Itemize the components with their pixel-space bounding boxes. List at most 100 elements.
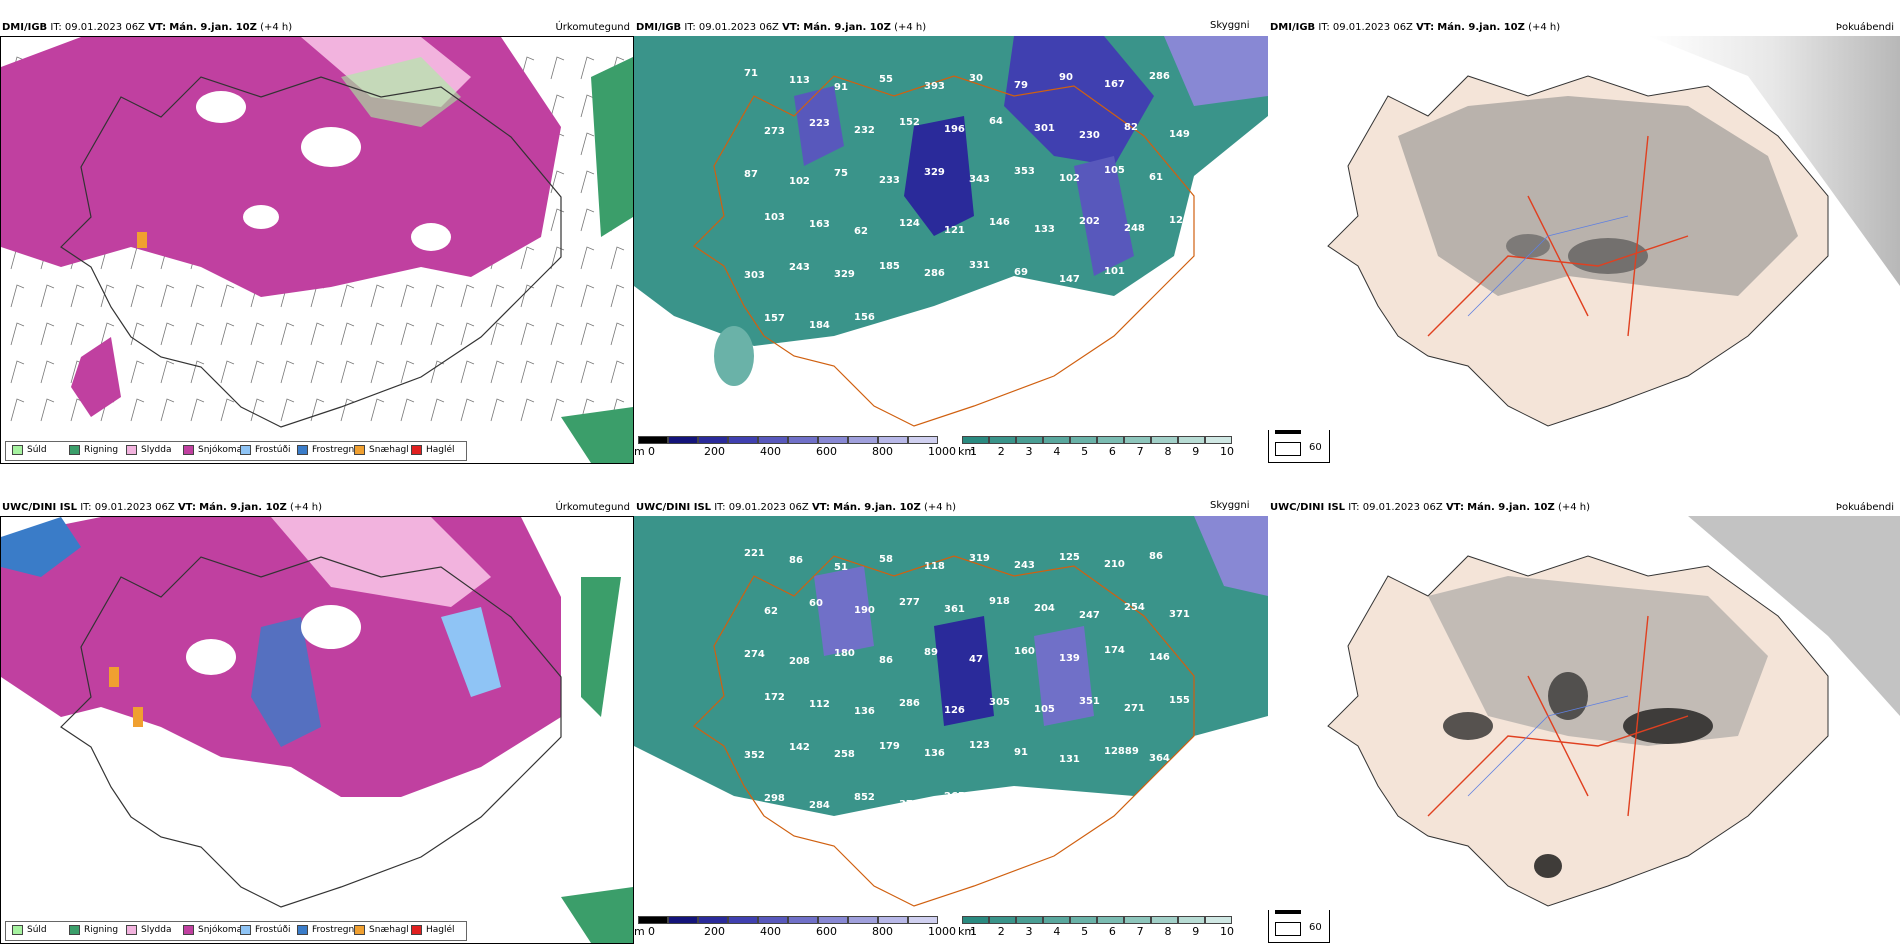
legend-label: Súld (27, 925, 47, 935)
visibility-value-label: 286 (1149, 71, 1170, 82)
colorbar (638, 916, 938, 924)
visibility-value-label: 247 (1079, 610, 1100, 621)
visibility-value-label: 286 (899, 319, 920, 330)
panel-title: Skyggni (1210, 500, 1250, 511)
visibility-value-label: 364 (1149, 753, 1170, 764)
colorbar (962, 916, 1232, 924)
fog-indicator-map (1268, 516, 1900, 910)
legend-item: Snæhagl (354, 445, 409, 455)
visibility-value-label: 273 (764, 126, 785, 137)
colorbar-tick: 4 (1053, 445, 1061, 458)
legend-swatch (12, 925, 23, 935)
legend-label: Frostregn (312, 445, 355, 455)
legend-swatch (12, 445, 23, 455)
it-value: 09.01.2023 06Z (94, 502, 175, 513)
visibility-value-label: 152 (899, 117, 920, 128)
legend-label: Snjókoma (198, 925, 243, 935)
colorbar-tick: 800 (872, 445, 893, 458)
visibility-value-label: 102 (1059, 173, 1080, 184)
visibility-value-label: 361 (944, 604, 965, 615)
visibility-value-label: 71 (744, 68, 758, 79)
legend-label: Haglél (426, 925, 455, 935)
visibility-value-label: 62 (764, 606, 778, 617)
visibility-value-label: 286 (924, 268, 945, 279)
panel-title: Úrkomutegund (555, 22, 630, 33)
visibility-value-label: 371 (1169, 609, 1190, 620)
legend-item: Haglél (411, 925, 455, 935)
colorbar (638, 436, 938, 444)
visibility-value-label: 230 (1079, 130, 1100, 141)
legend-swatch (240, 445, 251, 455)
legend-swatch (69, 925, 80, 935)
it-value: 09.01.2023 06Z (1332, 22, 1413, 33)
legend-label: Slydda (141, 445, 172, 455)
visibility-value-label: 147 (1059, 274, 1080, 285)
legend-label: Slydda (141, 925, 172, 935)
visibility-value-label: 90 (1059, 72, 1073, 83)
colorbar-tick: 1 (970, 445, 977, 458)
colorbar-unit: km (958, 445, 976, 458)
it-label: IT: (1348, 502, 1360, 513)
colorbar-tick: 3 (1025, 445, 1033, 458)
visibility-value-label: 329 (834, 269, 855, 280)
it-label: IT: (80, 502, 92, 513)
legend-swatch (183, 445, 194, 455)
visibility-value-label: 86 (879, 655, 893, 666)
legend-item: Snjókoma (183, 925, 242, 935)
colorbar-tick: 800 (872, 925, 893, 938)
colorbar-unit: km (958, 925, 976, 938)
visibility-value-label: 174 (1104, 645, 1125, 656)
legend-label: Snæhagl (369, 445, 409, 455)
visibility-value-label: 301 (1034, 123, 1055, 134)
visibility-value-label: 918 (989, 596, 1010, 607)
legend-label: Snæhagl (369, 925, 409, 935)
visibility-value-label: 113 (789, 75, 810, 86)
lead-time: (+4 h) (923, 502, 956, 513)
visibility-value-label: 91 (1014, 747, 1028, 758)
colorbar-tick: 8 (1164, 445, 1172, 458)
legend-item: Frostregn (297, 925, 354, 935)
visibility-value-label: 112 (809, 699, 830, 710)
visibility-value-label: 131 (1059, 754, 1080, 765)
fog-map-svg (1268, 36, 1900, 430)
visibility-value-label: 319 (969, 553, 990, 564)
legend-item: Súld (12, 445, 47, 455)
colorbar-tick: 7 (1136, 445, 1144, 458)
visibility-value-label: 185 (879, 261, 900, 272)
vt-value: Mán. 9.jan. 10Z (803, 22, 891, 33)
colorbar-tick: 7 (1136, 925, 1144, 938)
colorbar-tick: 9 (1192, 925, 1200, 938)
model-name: UWC/DINI ISL (636, 502, 712, 513)
visibility-value-label: 146 (1149, 652, 1170, 663)
visibility-value-label: 125 (1059, 552, 1080, 563)
colorbar-tick: 6 (1108, 445, 1116, 458)
vt-label: VT: (148, 22, 167, 33)
visibility-value-label: 82 (1124, 122, 1138, 133)
legend-item: Snjókoma (183, 445, 242, 455)
visibility-value-label: 370 (899, 799, 920, 810)
lead-time: (+4 h) (260, 22, 293, 33)
visibility-colorbars: m 0 200 400 600 800 1000 km 1 2 3 4 5 6 7 8 9 10 (634, 436, 1234, 462)
colorbar-tick: 0 (648, 925, 655, 938)
legend-label: Frostúði (255, 445, 291, 455)
colorbar-unit: m (634, 925, 645, 938)
legend-item: Rigning (69, 445, 118, 455)
visibility-value-label: 121 (944, 225, 965, 236)
visibility-value-label: 258 (834, 749, 855, 760)
legend-item: Snæhagl (354, 925, 409, 935)
visibility-value-label: 172 (764, 692, 785, 703)
vt-value: Mán. 9.jan. 10Z (1437, 22, 1525, 33)
visibility-value-label: 204 (1034, 603, 1055, 614)
colorbar-tick: 5 (1081, 445, 1089, 458)
visibility-value-label: 136 (854, 706, 875, 717)
visibility-value-label: 55 (879, 74, 893, 85)
visibility-value-label: 343 (969, 174, 990, 185)
legend-swatch (240, 925, 251, 935)
visibility-value-label: 184 (809, 320, 830, 331)
visibility-value-label: 102 (789, 176, 810, 187)
panel-title: Úrkomutegund (555, 502, 630, 513)
visibility-value-label: 133 (989, 798, 1010, 809)
legend-swatch (354, 925, 365, 935)
visibility-value-label: 91 (834, 82, 848, 93)
colorbar-tick: 6 (1108, 925, 1116, 938)
